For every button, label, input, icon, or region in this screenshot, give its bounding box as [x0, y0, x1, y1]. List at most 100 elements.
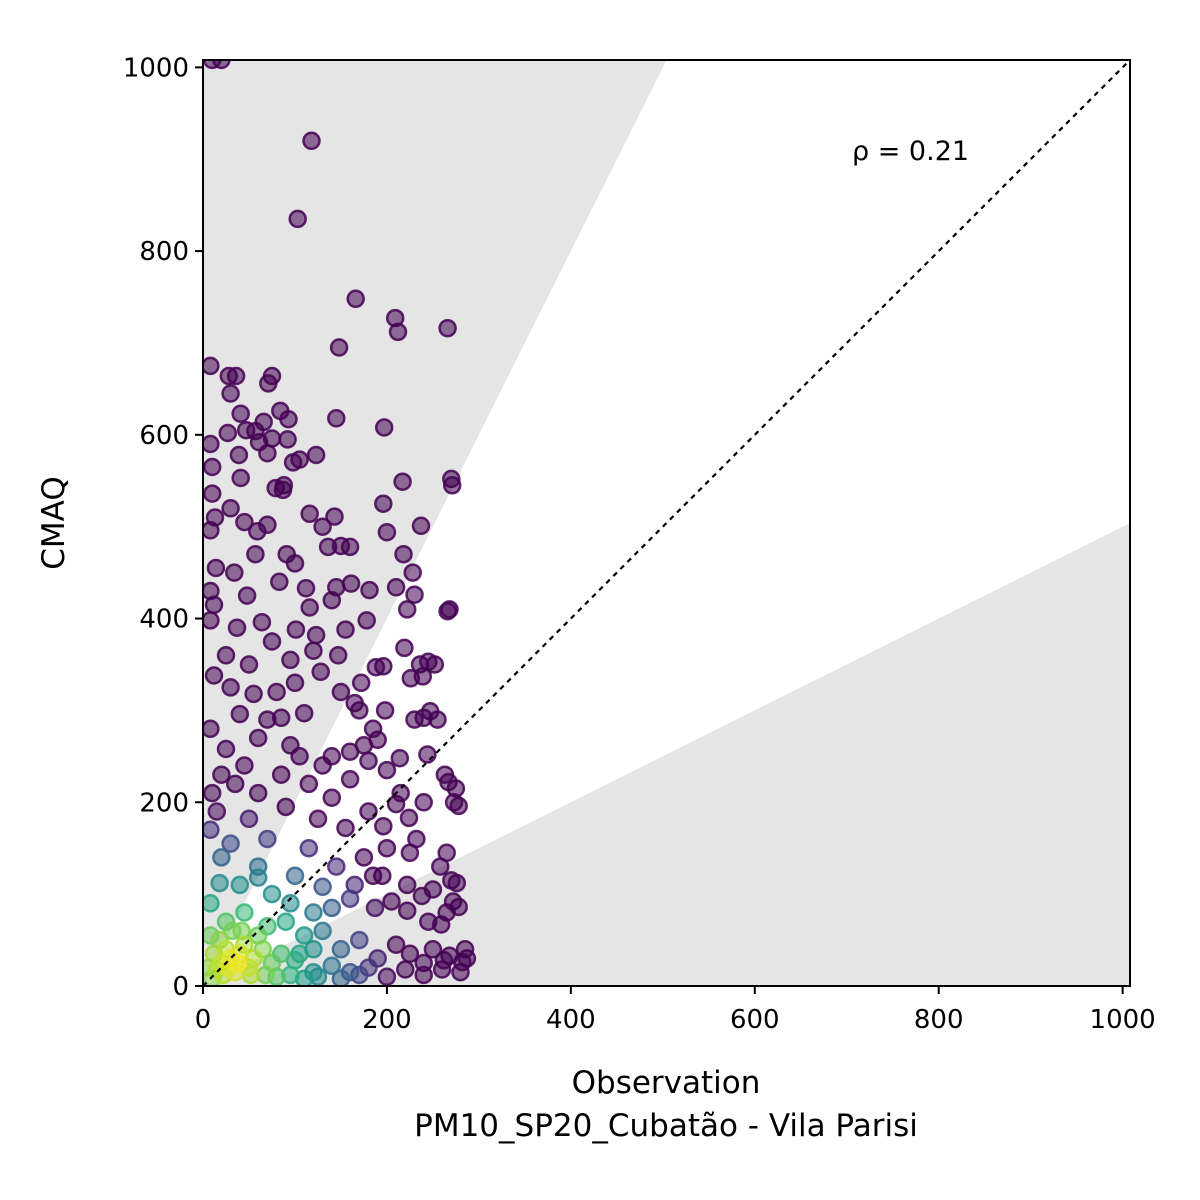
data-point: [388, 322, 408, 342]
data-point: [350, 701, 369, 720]
data-point: [399, 808, 419, 828]
data-point: [258, 710, 277, 729]
data-point: [221, 678, 240, 697]
data-point: [300, 598, 319, 617]
y-tick-label: 0: [172, 972, 189, 1002]
data-point: [258, 515, 277, 535]
data-point: [313, 756, 332, 775]
x-tick-label: 400: [546, 1005, 596, 1035]
data-point: [258, 443, 277, 463]
data-point: [204, 666, 224, 685]
data-point: [322, 788, 342, 807]
data-point: [447, 873, 467, 893]
data-point: [285, 866, 305, 886]
data-point: [231, 468, 250, 488]
data-point: [279, 409, 298, 429]
data-point: [235, 512, 254, 532]
data-point: [351, 673, 371, 693]
data-point: [230, 704, 250, 724]
correlation-annotation: ρ = 0.21: [852, 136, 969, 167]
data-point: [203, 719, 220, 739]
data-point: [285, 554, 305, 573]
data-point: [225, 563, 244, 582]
data-point: [451, 962, 470, 982]
data-point: [267, 682, 286, 702]
data-point: [228, 953, 248, 973]
data-point: [431, 857, 450, 876]
data-point: [340, 742, 360, 761]
data-point: [285, 673, 305, 693]
data-point: [296, 578, 316, 598]
data-point: [203, 611, 220, 630]
data-point: [313, 921, 332, 941]
data-point: [327, 857, 346, 876]
data-point: [225, 774, 245, 794]
data-point: [226, 366, 246, 386]
x-tick-label: 0: [195, 1005, 212, 1035]
data-point: [203, 434, 220, 454]
data-point: [203, 783, 222, 803]
data-point: [218, 423, 238, 443]
data-point: [221, 499, 240, 518]
data-point: [259, 374, 278, 393]
data-point: [395, 638, 414, 658]
data-point: [276, 797, 296, 817]
data-point: [203, 894, 220, 913]
data-point: [340, 537, 360, 557]
data-point: [270, 572, 289, 592]
data-point: [304, 903, 323, 922]
data-point: [386, 578, 406, 597]
data-point: [210, 873, 229, 893]
x-tick-label: 800: [914, 1005, 964, 1035]
data-point: [438, 601, 457, 621]
data-point: [271, 765, 291, 784]
data-point: [302, 131, 321, 151]
data-point: [397, 901, 417, 920]
y-tick-label: 1000: [123, 53, 189, 83]
data-point: [449, 796, 468, 816]
data-point: [377, 838, 397, 858]
data-point: [374, 418, 394, 437]
x-axis-sublabel: PM10_SP20_Cubatão - Vila Parisi: [414, 1108, 918, 1144]
data-point: [239, 655, 259, 674]
scatter-points: [203, 60, 477, 986]
y-tick-label: 600: [139, 421, 189, 451]
data-point: [207, 802, 227, 821]
data-point: [414, 965, 433, 985]
data-point: [313, 517, 332, 536]
data-point: [248, 783, 268, 803]
data-point: [423, 940, 443, 959]
data-point: [397, 875, 417, 895]
data-point: [304, 641, 323, 660]
data-point: [212, 848, 231, 867]
data-point: [237, 586, 257, 605]
data-point: [252, 612, 272, 632]
data-point: [290, 747, 309, 766]
data-point: [212, 60, 231, 70]
data-point: [346, 289, 365, 309]
data-point: [278, 430, 297, 449]
data-point: [223, 921, 242, 941]
data-point: [336, 620, 355, 639]
data-point: [328, 646, 348, 665]
y-tick-label: 800: [139, 237, 189, 267]
x-tick-label: 600: [730, 1005, 780, 1035]
data-point: [313, 877, 332, 897]
data-point: [244, 684, 263, 704]
data-point: [246, 544, 265, 564]
data-point: [414, 793, 433, 812]
data-point: [377, 522, 397, 542]
data-point: [363, 866, 383, 886]
data-point: [357, 611, 376, 630]
data-point: [229, 445, 249, 465]
data-point: [411, 516, 431, 536]
y-tick-label: 400: [139, 605, 189, 635]
data-point: [350, 930, 369, 950]
data-point: [359, 802, 378, 821]
data-point: [308, 809, 328, 829]
upper-factor-band: [203, 60, 667, 986]
data-point: [306, 625, 326, 645]
data-point: [235, 903, 254, 922]
data-point: [405, 585, 424, 604]
